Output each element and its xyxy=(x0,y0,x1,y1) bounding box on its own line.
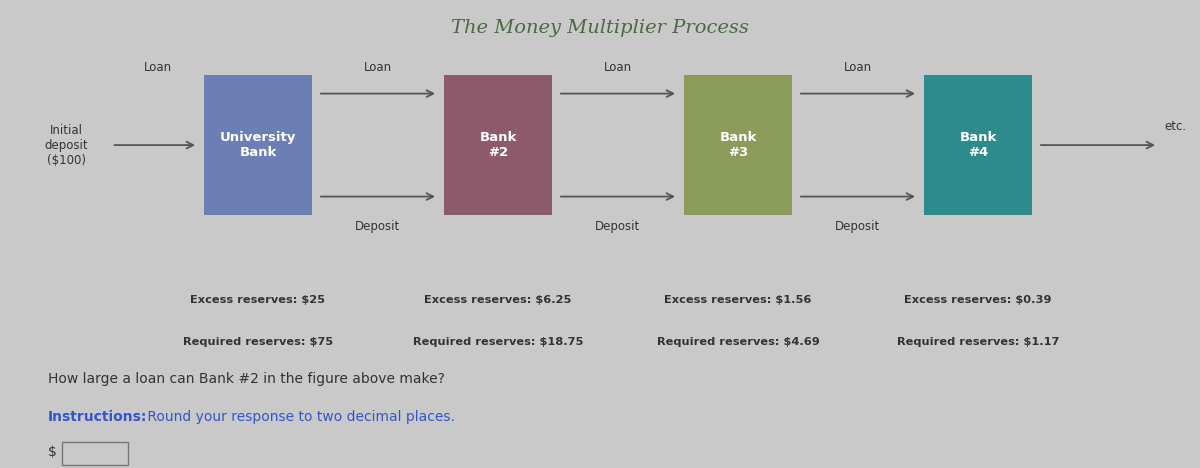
Text: Bank
#4: Bank #4 xyxy=(959,131,997,159)
FancyBboxPatch shape xyxy=(204,75,312,215)
Text: Deposit: Deposit xyxy=(835,220,881,234)
Text: Required reserves: $1.17: Required reserves: $1.17 xyxy=(896,336,1060,347)
Text: Excess reserves: $0.39: Excess reserves: $0.39 xyxy=(905,294,1051,305)
Text: Bank
#3: Bank #3 xyxy=(719,131,757,159)
Text: Deposit: Deposit xyxy=(595,220,641,234)
FancyBboxPatch shape xyxy=(924,75,1032,215)
FancyBboxPatch shape xyxy=(62,442,128,465)
Text: Required reserves: $18.75: Required reserves: $18.75 xyxy=(413,336,583,347)
Text: Initial
deposit
($100): Initial deposit ($100) xyxy=(44,124,88,167)
Text: University
Bank: University Bank xyxy=(220,131,296,159)
Text: Excess reserves: $25: Excess reserves: $25 xyxy=(191,294,325,305)
Text: Loan: Loan xyxy=(604,61,632,74)
Text: Loan: Loan xyxy=(844,61,872,74)
FancyBboxPatch shape xyxy=(444,75,552,215)
Text: Excess reserves: $1.56: Excess reserves: $1.56 xyxy=(665,294,811,305)
Text: Excess reserves: $6.25: Excess reserves: $6.25 xyxy=(425,294,571,305)
Text: The Money Multiplier Process: The Money Multiplier Process xyxy=(451,19,749,37)
FancyBboxPatch shape xyxy=(684,75,792,215)
Text: Deposit: Deposit xyxy=(355,220,401,234)
Text: Required reserves: $75: Required reserves: $75 xyxy=(182,336,334,347)
Text: Loan: Loan xyxy=(144,61,172,74)
Text: Loan: Loan xyxy=(364,61,392,74)
Text: etc.: etc. xyxy=(1164,120,1186,133)
Text: Instructions:: Instructions: xyxy=(48,410,148,424)
Text: How large a loan can Bank #2 in the figure above make?: How large a loan can Bank #2 in the figu… xyxy=(48,372,445,386)
Text: Round your response to two decimal places.: Round your response to two decimal place… xyxy=(143,410,455,424)
Text: Required reserves: $4.69: Required reserves: $4.69 xyxy=(656,336,820,347)
Text: $: $ xyxy=(48,445,56,459)
Text: Bank
#2: Bank #2 xyxy=(479,131,517,159)
